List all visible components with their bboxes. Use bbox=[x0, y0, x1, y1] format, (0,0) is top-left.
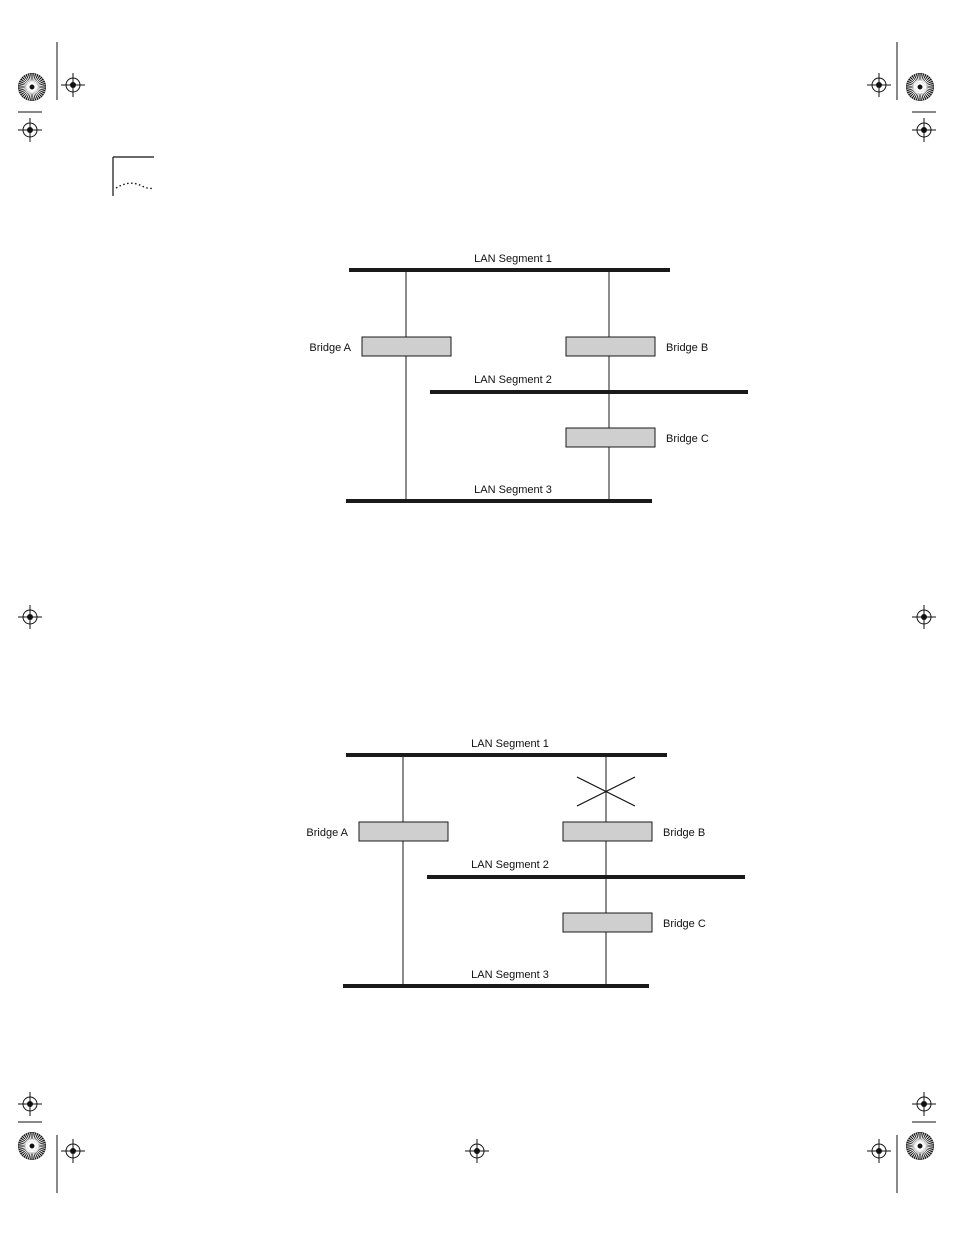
lan-segment-label: LAN Segment 3 bbox=[474, 484, 552, 496]
bridge-box bbox=[562, 821, 653, 842]
lan-segment-label: LAN Segment 2 bbox=[471, 859, 549, 871]
bridge-label: Bridge B bbox=[663, 827, 705, 839]
registration-target-icon bbox=[867, 73, 891, 97]
lan-segment-label: LAN Segment 3 bbox=[471, 969, 549, 981]
lan-segment-label: LAN Segment 1 bbox=[471, 738, 549, 750]
bridge-label: Bridge B bbox=[666, 342, 708, 354]
starburst-icon bbox=[18, 1132, 46, 1160]
registration-target-icon bbox=[465, 1139, 489, 1163]
bridge-box bbox=[361, 336, 452, 357]
bridge-topology-diagram-blocked: LAN Segment 1 LAN Segment 2 LAN Segment 3 B… bbox=[306, 738, 745, 988]
bridge-box bbox=[562, 912, 653, 933]
registration-target-icon bbox=[912, 118, 936, 142]
bridge-box bbox=[358, 821, 449, 842]
registration-target-icon bbox=[867, 1139, 891, 1163]
starburst-wheel-icons bbox=[18, 73, 934, 1160]
registration-target-icon bbox=[912, 605, 936, 629]
bridge-label: Bridge A bbox=[309, 342, 351, 354]
print-marks bbox=[18, 42, 936, 1193]
registration-target-icon bbox=[61, 73, 85, 97]
registration-target-icon bbox=[61, 1139, 85, 1163]
starburst-icon bbox=[18, 73, 46, 101]
lan-segment-label: LAN Segment 1 bbox=[474, 253, 552, 265]
blocked-link-mark bbox=[576, 776, 636, 807]
bridge-label: Bridge C bbox=[666, 433, 709, 445]
registration-target-icon bbox=[18, 118, 42, 142]
bridge-label: Bridge C bbox=[663, 918, 706, 930]
starburst-icon bbox=[906, 73, 934, 101]
bridge-box bbox=[565, 427, 656, 448]
bridge-box bbox=[565, 336, 656, 357]
bridge-topology-diagram: LAN Segment 1 LAN Segment 2 LAN Segment 3 B… bbox=[309, 253, 748, 503]
starburst-icon bbox=[906, 1132, 934, 1160]
registration-target-icon bbox=[18, 605, 42, 629]
bridge-label: Bridge A bbox=[306, 827, 348, 839]
registration-target-icon bbox=[912, 1092, 936, 1116]
lan-segment-label: LAN Segment 2 bbox=[474, 374, 552, 386]
chapter-corner-mark bbox=[112, 156, 154, 196]
registration-target-icon bbox=[18, 1092, 42, 1116]
